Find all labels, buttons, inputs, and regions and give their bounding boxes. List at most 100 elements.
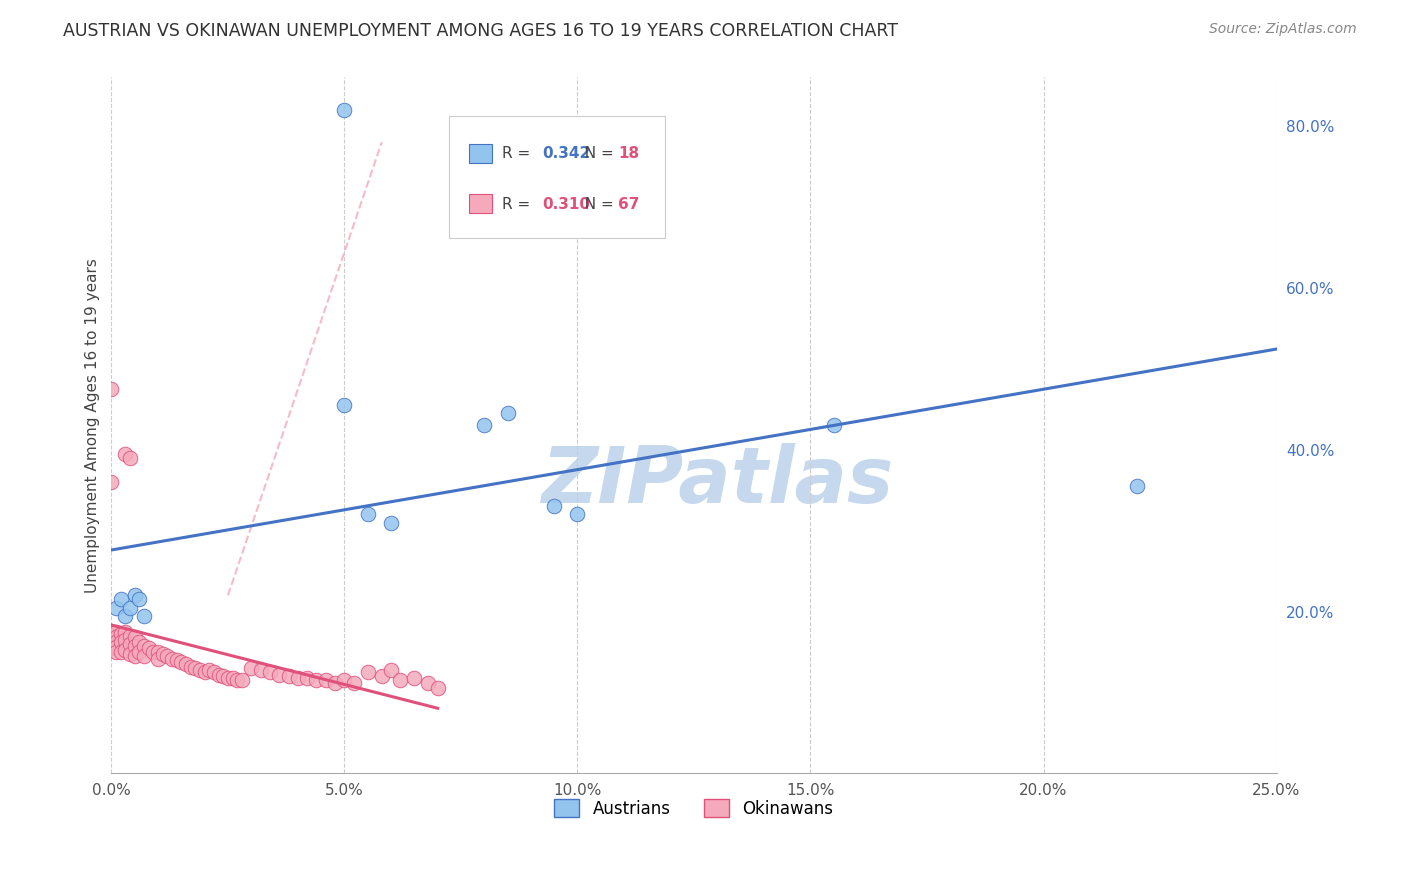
Point (128, 592, 150, 607)
FancyBboxPatch shape (470, 194, 492, 213)
Point (389, 673, 412, 688)
Point (287, 671, 309, 685)
Point (100, 640, 122, 655)
Point (142, 645, 165, 659)
Point (370, 669, 392, 683)
Point (132, 608, 155, 623)
Point (217, 671, 239, 685)
Point (184, 661, 207, 675)
Point (180, 659, 202, 673)
Point (343, 675, 366, 690)
Point (249, 663, 271, 677)
Point (118, 629, 141, 643)
Point (100, 629, 122, 643)
Point (128, 635, 150, 649)
Point (114, 632, 136, 647)
Point (138, 640, 160, 655)
Point (124, 631, 146, 645)
Point (380, 516, 402, 530)
Point (198, 663, 221, 677)
Point (100, 637, 122, 651)
Point (160, 651, 183, 665)
Point (118, 637, 141, 651)
Text: 0.310: 0.310 (543, 196, 591, 211)
Point (114, 624, 136, 639)
Point (315, 673, 337, 688)
Text: Source: ZipAtlas.com: Source: ZipAtlas.com (1209, 22, 1357, 37)
Point (259, 665, 281, 680)
Point (404, 671, 426, 685)
Point (110, 592, 132, 607)
Text: N =: N = (575, 196, 619, 211)
Text: 18: 18 (619, 146, 640, 161)
Text: R =: R = (502, 196, 534, 211)
Point (105, 600, 128, 615)
Point (100, 632, 122, 647)
Point (105, 640, 128, 655)
Point (333, 673, 356, 688)
Text: N =: N = (575, 146, 619, 161)
Point (100, 624, 122, 639)
Point (114, 643, 136, 657)
Point (202, 665, 225, 680)
Point (1125, 479, 1147, 493)
Point (124, 588, 146, 602)
Text: 67: 67 (619, 196, 640, 211)
Point (188, 663, 211, 677)
Point (105, 624, 128, 639)
Point (226, 673, 249, 688)
Point (357, 508, 380, 522)
Y-axis label: Unemployment Among Ages 16 to 19 years: Unemployment Among Ages 16 to 19 years (86, 258, 100, 593)
Point (132, 639, 155, 653)
Point (240, 661, 263, 675)
Point (166, 653, 188, 667)
Point (124, 649, 146, 664)
Point (418, 675, 440, 690)
Point (128, 645, 150, 659)
Point (118, 450, 141, 465)
Point (567, 508, 589, 522)
Point (221, 671, 243, 685)
Point (174, 657, 197, 672)
Point (357, 665, 380, 680)
Point (100, 382, 122, 396)
Point (426, 681, 449, 696)
Point (105, 635, 128, 649)
Point (543, 500, 565, 514)
Point (118, 647, 141, 661)
Point (323, 675, 346, 690)
Point (333, 398, 356, 412)
Point (132, 649, 155, 664)
Point (269, 667, 291, 681)
Point (124, 639, 146, 653)
Point (114, 447, 136, 461)
Point (114, 608, 136, 623)
Point (110, 635, 132, 649)
Point (156, 649, 179, 664)
Point (231, 673, 253, 688)
FancyBboxPatch shape (470, 145, 492, 163)
Point (194, 665, 217, 680)
Point (277, 669, 299, 683)
Point (823, 418, 845, 433)
Text: AUSTRIAN VS OKINAWAN UNEMPLOYMENT AMONG AGES 16 TO 19 YEARS CORRELATION CHART: AUSTRIAN VS OKINAWAN UNEMPLOYMENT AMONG … (63, 22, 898, 40)
Point (110, 627, 132, 641)
Point (496, 406, 519, 420)
Point (105, 631, 128, 645)
Point (118, 600, 141, 615)
Text: ZIPatlas: ZIPatlas (541, 443, 893, 519)
Point (146, 645, 169, 659)
Point (305, 673, 328, 688)
Point (110, 645, 132, 659)
Text: R =: R = (502, 146, 534, 161)
Point (207, 667, 229, 681)
Legend: Austrians, Okinawans: Austrians, Okinawans (548, 793, 841, 824)
Text: 0.342: 0.342 (543, 146, 591, 161)
FancyBboxPatch shape (450, 116, 665, 237)
Point (146, 651, 169, 665)
Point (380, 663, 402, 677)
Point (100, 475, 122, 489)
Point (152, 647, 174, 661)
Point (170, 655, 193, 669)
Point (212, 669, 235, 683)
